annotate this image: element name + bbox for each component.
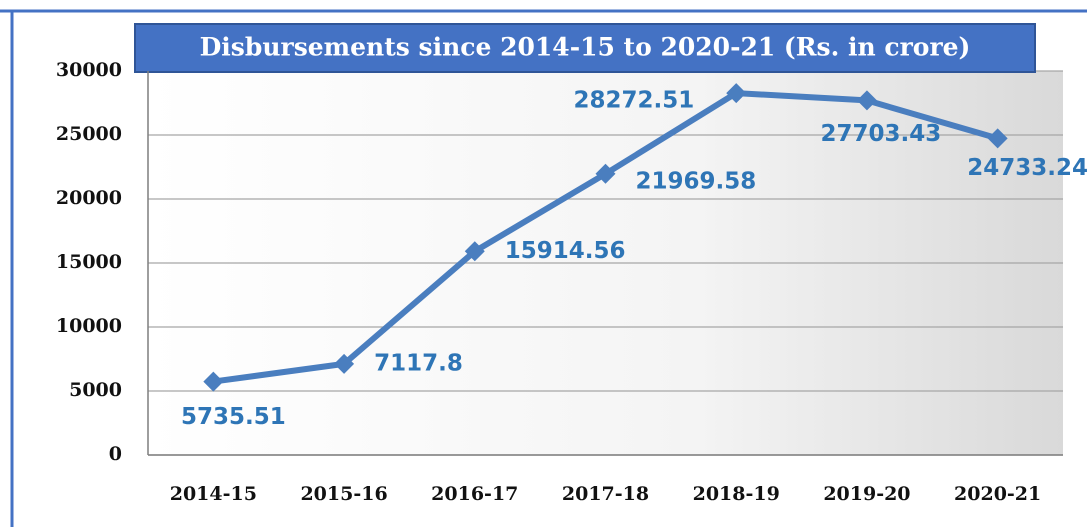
marker: [726, 83, 747, 104]
marker: [334, 353, 355, 374]
data-label: 5735.51: [181, 404, 286, 430]
data-label: 7117.8: [374, 350, 463, 376]
marker: [595, 163, 616, 184]
y-tick-label: 20000: [56, 187, 122, 209]
y-tick-label: 10000: [56, 315, 122, 337]
x-tick-label: 2014-15: [170, 483, 257, 505]
x-tick-label: 2015-16: [300, 483, 387, 505]
title-box: [134, 23, 1036, 73]
data-label: 21969.58: [636, 168, 757, 194]
x-tick-label: 2018-19: [693, 483, 780, 505]
y-tick-label: 15000: [56, 251, 122, 273]
y-tick-label: 5000: [69, 379, 122, 401]
x-tick-label: 2017-18: [562, 483, 649, 505]
data-label: 24733.24: [967, 155, 1087, 181]
marker: [987, 128, 1008, 149]
x-tick-label: 2020-21: [954, 483, 1041, 505]
chart-title: Disbursements since 2014-15 to 2020-21 (…: [200, 33, 971, 62]
data-label: 27703.43: [821, 121, 942, 147]
x-tick-label: 2019-20: [823, 483, 910, 505]
marker: [464, 241, 485, 262]
data-label: 28272.51: [573, 88, 694, 114]
y-tick-label: 0: [109, 443, 122, 465]
marker: [203, 371, 224, 392]
data-label: 15914.56: [505, 238, 626, 264]
x-tick-label: 2016-17: [431, 483, 518, 505]
marker: [856, 90, 877, 111]
y-tick-label: 30000: [56, 59, 122, 81]
y-tick-label: 25000: [56, 123, 122, 145]
